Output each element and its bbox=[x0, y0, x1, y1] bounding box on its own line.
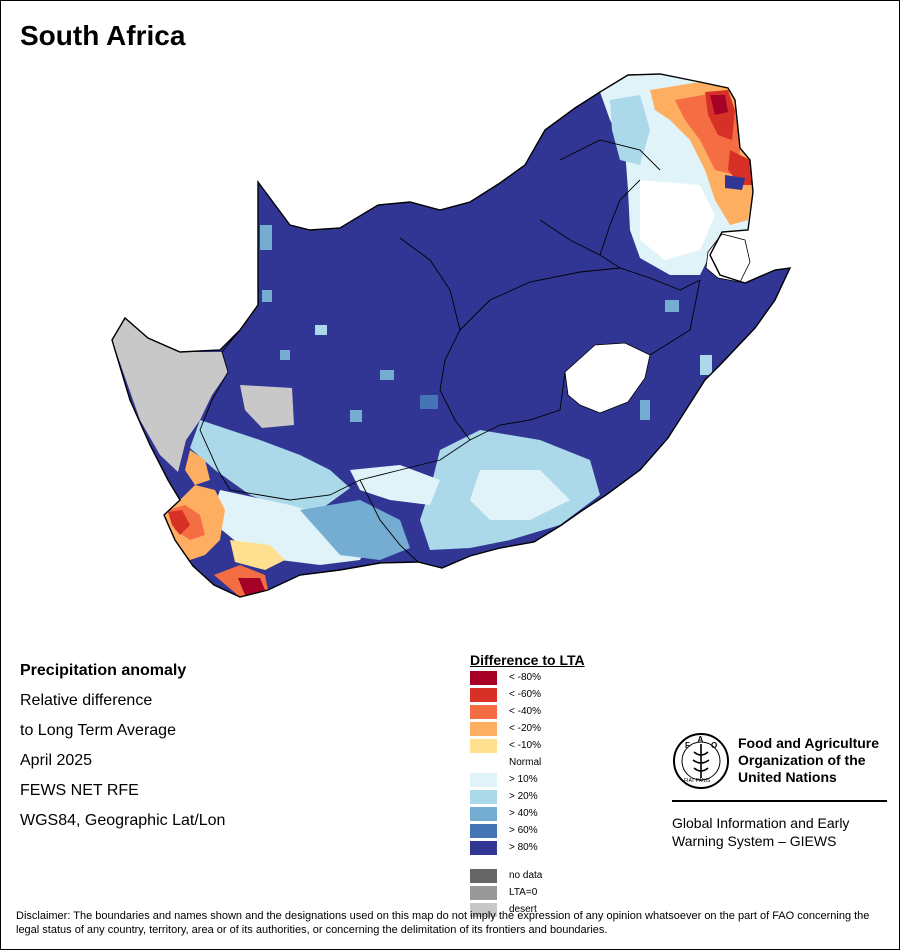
legend-item: < -80% bbox=[470, 671, 630, 686]
map-title: South Africa bbox=[20, 20, 186, 51]
legend-item: > 60% bbox=[470, 824, 630, 839]
legend-swatch bbox=[470, 756, 497, 770]
legend-item: no data bbox=[470, 869, 630, 884]
legend-item: desert bbox=[470, 903, 630, 918]
legend-label: > 20% bbox=[509, 791, 538, 802]
legend-swatch bbox=[470, 903, 497, 917]
legend-item: Normal bbox=[470, 756, 630, 771]
legend-label: no data bbox=[509, 870, 543, 881]
legend-label: desert bbox=[509, 904, 537, 915]
legend-item: > 20% bbox=[470, 790, 630, 805]
legend-title: Difference to LTA bbox=[470, 652, 585, 668]
anomaly-overlay bbox=[112, 74, 753, 597]
legend-item: < -20% bbox=[470, 722, 630, 737]
giews-name: Global Information and Early Warning Sys… bbox=[672, 814, 887, 850]
legend-swatch bbox=[470, 886, 497, 900]
legend-label: < -10% bbox=[509, 740, 541, 751]
legend-label: > 40% bbox=[509, 808, 538, 819]
fao-name-line2: Organization of the bbox=[738, 752, 866, 768]
legend-swatch bbox=[470, 790, 497, 804]
legend-item: < -60% bbox=[470, 688, 630, 703]
anomaly-map-svg bbox=[111, 73, 792, 598]
legend-swatch bbox=[470, 671, 497, 685]
fao-logo-letter-a: A bbox=[698, 735, 704, 744]
legend-item: LTA=0 bbox=[470, 886, 630, 901]
legend-label: < -40% bbox=[509, 706, 541, 717]
fao-logo-letter-f: F bbox=[685, 741, 690, 750]
giews-line2: Warning System – GIEWS bbox=[672, 833, 837, 849]
legend-label: < -60% bbox=[509, 689, 541, 700]
legend-label: > 60% bbox=[509, 825, 538, 836]
legend-swatch bbox=[470, 688, 497, 702]
legend-swatch bbox=[470, 705, 497, 719]
legend-swatch bbox=[470, 869, 497, 883]
legend: Difference to LTA < -80% < -60% < -40% < -2… bbox=[470, 652, 690, 917]
giews-line1: Global Information and Early bbox=[672, 815, 850, 831]
fao-name-line3: United Nations bbox=[738, 769, 837, 785]
legend-swatch bbox=[470, 722, 497, 736]
fao-block: F A O FIAT PANIS Food and Agriculture Or… bbox=[672, 732, 892, 852]
fao-divider bbox=[672, 800, 887, 802]
disclaimer-text: Disclaimer: The boundaries and names sho… bbox=[16, 910, 870, 936]
legend-swatch bbox=[470, 841, 497, 855]
info-title: Precipitation anomaly bbox=[20, 662, 187, 679]
fao-org-name: Food and Agriculture Organization of the… bbox=[738, 735, 888, 786]
fao-name-line1: Food and Agriculture bbox=[738, 735, 880, 751]
legend-swatch bbox=[470, 773, 497, 787]
lesotho bbox=[564, 342, 651, 414]
legend-item: > 40% bbox=[470, 807, 630, 822]
legend-label: > 80% bbox=[509, 842, 538, 853]
anomaly-map bbox=[0, 60, 900, 620]
info-source: FEWS NET RFE bbox=[20, 782, 139, 799]
country-outline bbox=[111, 73, 792, 598]
legend-swatch bbox=[470, 739, 497, 753]
province-boundaries bbox=[199, 139, 701, 563]
info-line-3: to Long Term Average bbox=[20, 722, 176, 739]
legend-item: > 80% bbox=[470, 841, 630, 856]
legend-item: < -10% bbox=[470, 739, 630, 754]
legend-label: < -80% bbox=[509, 672, 541, 683]
fao-logo-letter-o: O bbox=[711, 741, 717, 750]
legend-label: LTA=0 bbox=[509, 887, 538, 898]
fao-logo-motto: FIAT PANIS bbox=[684, 778, 711, 784]
legend-item: > 10% bbox=[470, 773, 630, 788]
info-projection: WGS84, Geographic Lat/Lon bbox=[20, 812, 226, 829]
legend-swatch bbox=[470, 824, 497, 838]
legend-label: < -20% bbox=[509, 723, 541, 734]
legend-label: > 10% bbox=[509, 774, 538, 785]
legend-swatch bbox=[470, 807, 497, 821]
legend-item: < -40% bbox=[470, 705, 630, 720]
info-line-2: Relative difference bbox=[20, 692, 153, 709]
info-date: April 2025 bbox=[20, 752, 93, 769]
fao-logo-icon: F A O FIAT PANIS bbox=[673, 733, 729, 789]
map-info: Precipitation anomaly Relative differenc… bbox=[20, 656, 225, 836]
legend-label: Normal bbox=[509, 757, 542, 768]
